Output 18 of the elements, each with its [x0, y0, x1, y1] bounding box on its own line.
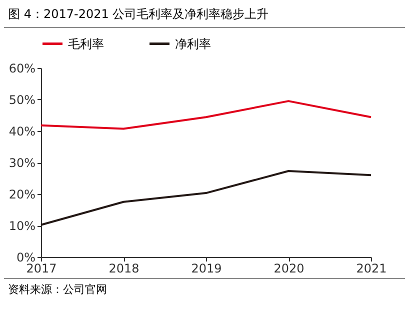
y-tick-label: 50%	[8, 93, 36, 107]
x-tick-label: 2020	[274, 262, 304, 276]
x-tick-label: 2018	[108, 262, 140, 276]
y-tick-label: 20%	[8, 188, 36, 202]
y-tick-label: 40%	[8, 124, 36, 138]
y-tick-label: 0%	[16, 250, 36, 264]
y-tick-label: 60%	[8, 62, 36, 76]
y-tick-label: 10%	[8, 219, 36, 233]
legend-label: 净利率	[175, 36, 211, 51]
x-tick-label: 2017	[26, 262, 57, 276]
x-tick-label: 2021	[356, 262, 387, 276]
y-tick-label: 30%	[8, 156, 36, 170]
text: 资料来源：公司官网	[4, 278, 405, 300]
chart-title: 图 4：2017-2021 公司毛利率及净利率稳步上升	[4, 0, 405, 28]
legend-label: 毛利率	[68, 36, 104, 51]
x-tick-label: 2019	[191, 262, 222, 276]
line-series	[40, 170, 372, 226]
line-series	[40, 100, 372, 130]
